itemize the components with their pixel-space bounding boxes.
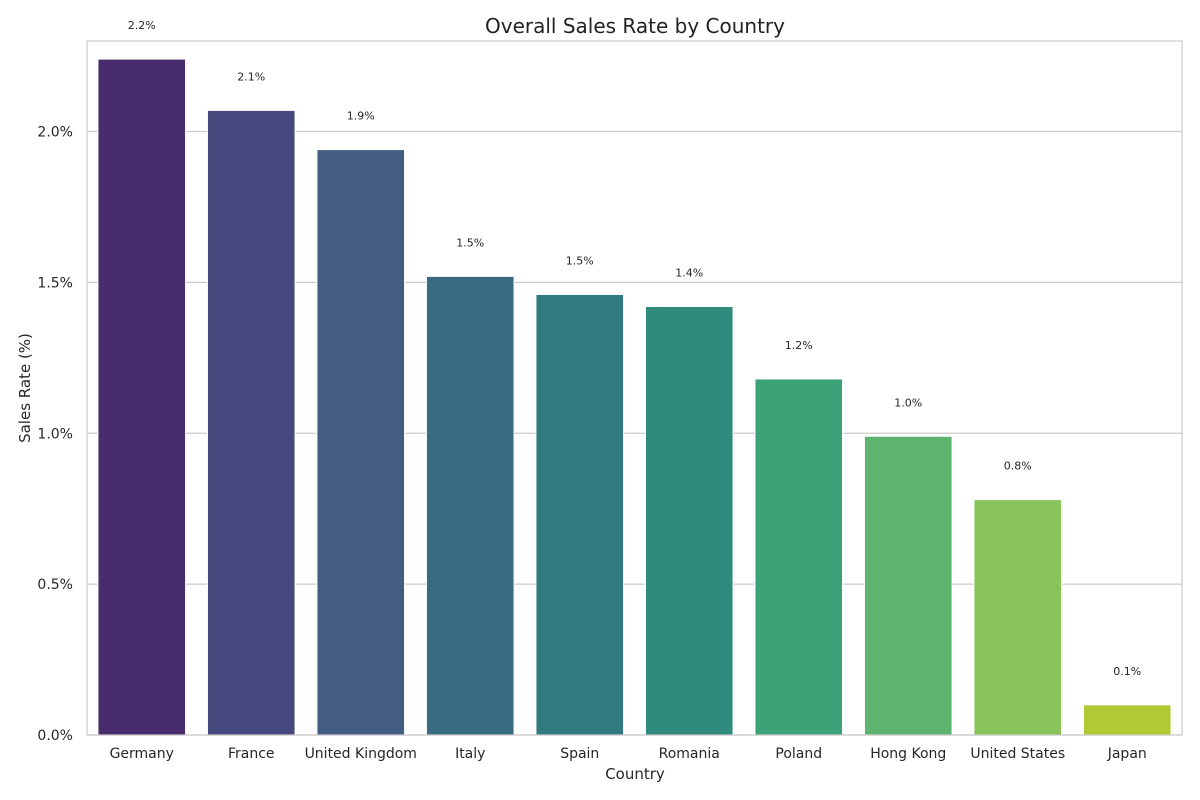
x-tick-label: Germany	[110, 746, 174, 762]
bar-poland	[754, 378, 844, 736]
x-tick-label: Poland	[775, 746, 822, 762]
y-tick-labels: 0.0% 0.5% 1.0% 1.5% 2.0%	[37, 125, 73, 744]
bar-germany	[97, 58, 187, 736]
data-label: 0.8%	[1004, 460, 1032, 473]
data-labels: 2.2% 2.1% 1.9% 1.5% 1.5% 1.4% 1.2% 1.0% 0.8% 0.1%	[128, 19, 1141, 678]
bar-italy	[425, 275, 515, 736]
data-label: 1.5%	[566, 254, 594, 267]
x-tick-label: Japan	[1107, 746, 1147, 762]
data-label: 1.5%	[456, 236, 484, 249]
bars	[97, 58, 1172, 736]
x-tick-label: Italy	[455, 746, 485, 762]
x-axis-label: Country	[605, 765, 665, 783]
x-tick-label: Spain	[560, 746, 599, 762]
x-tick-label: Hong Kong	[870, 746, 946, 762]
x-tick-labels: Germany France United Kingdom Italy Spain Rom…	[110, 746, 1147, 762]
bar-united-states	[973, 499, 1063, 736]
bar-japan	[1082, 704, 1172, 736]
x-tick-label: France	[228, 746, 275, 762]
y-axis-label: Sales Rate (%)	[16, 333, 34, 443]
data-label: 1.4%	[675, 267, 703, 280]
x-tick-label: United Kingdom	[305, 746, 417, 762]
y-tick-label: 1.0%	[37, 426, 73, 442]
y-tick-label: 2.0%	[37, 125, 73, 141]
data-label: 2.2%	[128, 19, 156, 32]
bar-united-kingdom	[316, 149, 406, 736]
x-tick-label: Romania	[659, 746, 720, 762]
y-tick-label: 1.5%	[37, 275, 73, 291]
y-tick-label: 0.0%	[37, 728, 73, 744]
chart-title: Overall Sales Rate by Country	[485, 14, 785, 38]
y-tick-label: 0.5%	[37, 577, 73, 593]
bar-hong-kong	[863, 435, 953, 736]
data-label: 1.9%	[347, 110, 375, 123]
data-label: 2.1%	[237, 70, 265, 83]
plot-frame	[86, 40, 1183, 736]
bar-spain	[535, 293, 625, 736]
data-label: 1.2%	[785, 339, 813, 352]
x-tick-label: United States	[970, 746, 1065, 762]
bar-romania	[644, 306, 734, 736]
data-label: 0.1%	[1113, 665, 1141, 678]
bar-france	[206, 109, 296, 736]
data-label: 1.0%	[894, 396, 922, 409]
